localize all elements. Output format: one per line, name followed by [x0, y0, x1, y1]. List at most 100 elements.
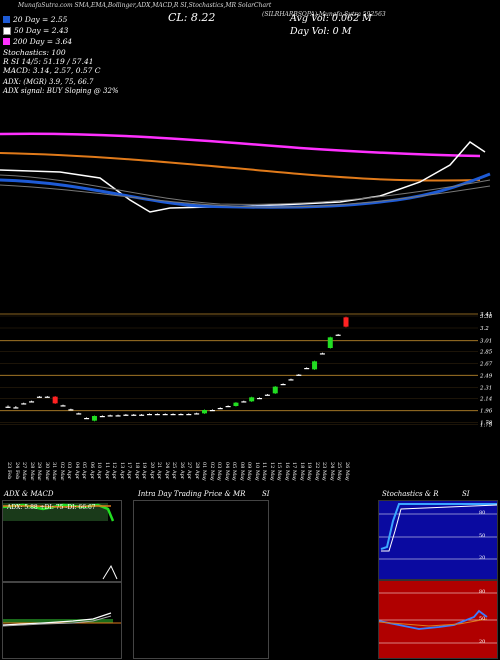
y-tick-label: 3.41 [480, 312, 492, 318]
macd-line: MACD: 3.14, 2.57, 0.57 C [3, 66, 101, 75]
x-tick-label: 17 May [291, 462, 298, 481]
macd-line [3, 612, 112, 626]
candle-body [146, 414, 152, 416]
candle-body [264, 394, 270, 396]
candle-body [123, 414, 129, 416]
x-tick-label: 28 Apr [193, 462, 200, 480]
candle-body [343, 317, 349, 327]
y-tick-label: 1.78 [480, 421, 493, 427]
x-tick-label: 26 Apr [178, 462, 185, 480]
stochastics-panel: 80 50 20 [378, 500, 498, 580]
adx-line: ADX: (MGR) 3.9, 75, 66.7 [3, 78, 94, 86]
x-tick-label: 30 Mar [43, 462, 50, 481]
candle-body [76, 413, 82, 415]
candle-body [233, 402, 239, 406]
x-tick-label: 22 May [313, 462, 320, 481]
y-tick-label: 2.85 [479, 349, 493, 355]
x-tick-label: 09 May [246, 462, 253, 481]
x-tick-label: 01 May [201, 462, 208, 481]
candle-body [21, 403, 27, 405]
macd-panel [2, 582, 122, 659]
avg-vol: Avg Vol: 0.062 M [290, 13, 372, 24]
x-tick-label: 04 May [223, 462, 230, 481]
x-tick-label: 12 May [268, 462, 275, 481]
y-tick-label: 2.31 [479, 385, 492, 391]
stoch-line: Stochastics: 100 [3, 48, 66, 57]
x-tick-label: 17 Apr [126, 462, 133, 480]
x-tick-label: 12 Apr [111, 462, 118, 480]
y-tick-label: 2.67 [479, 361, 493, 367]
site-caption: MunafaSutra.com SMA,EMA,Bollinger,ADX,MA… [18, 2, 272, 9]
rsi-panel: 80 50 20 [378, 580, 498, 659]
close-label: CL: 8.22 [168, 11, 216, 24]
header-topline: MunafaSutra.com SMA,EMA,Bollinger,ADX,MA… [0, 0, 500, 12]
x-tick-label: 13 Apr [118, 462, 125, 480]
candle-body [52, 396, 58, 404]
candle-body [257, 398, 263, 400]
candle-body [44, 396, 50, 398]
candle-body [139, 414, 145, 416]
y-tick-label: 3.2 [480, 326, 489, 332]
sma50-swatch [3, 26, 11, 35]
y-tick-label: 3.38 [480, 314, 493, 320]
candle-body [327, 337, 333, 348]
x-tick-label: 15 May [276, 462, 283, 481]
candle-body [186, 414, 192, 416]
symbol-line: (SILRHARBSOPA) Munafa Sutra 592563 [262, 11, 386, 18]
x-tick-label: 16 May [283, 462, 290, 481]
intraday-title: Intra Day Trading Price & MR [138, 490, 246, 498]
x-tick-label: 03 Apr [66, 462, 73, 480]
candle-body [170, 414, 176, 416]
candle-body [319, 353, 325, 355]
macd-plot [3, 612, 121, 627]
adx-signal: ADX signal: BUY Sloping @ 32% [3, 87, 119, 95]
candle-body [29, 401, 35, 403]
candle-body [154, 414, 160, 416]
stoch-tick-20: 20 [479, 555, 486, 561]
adx-macd-title: ADX & MACD [4, 490, 54, 498]
x-tick-label: 28 Mar [28, 462, 35, 481]
candle-body [60, 405, 66, 407]
x-tick-label: 10 Apr [96, 462, 103, 480]
stoch-plot [379, 503, 497, 560]
x-tick-label: 11 Apr [103, 462, 110, 480]
x-tick-label: 20 Apr [148, 462, 155, 480]
candle-body [335, 334, 341, 336]
x-tick-label: 23 Feb [6, 462, 12, 480]
candlestick-chart: 3.413.38 3.2 3.01 2.85 2.67 2.49 2.31 2.14 1.96 1… [0, 312, 493, 429]
x-tick-label: 24 Apr [163, 462, 170, 480]
legend-sma50: 50 Day = 2.43 [3, 26, 68, 35]
candle-body [209, 410, 215, 412]
candle-body [312, 361, 318, 370]
candle-body [84, 418, 90, 420]
stoch-k-line [380, 503, 497, 550]
rsi-plot [379, 592, 497, 644]
rsi-orange-line [379, 618, 488, 627]
candle-body [249, 397, 255, 402]
x-tick-label: 11 May [261, 462, 268, 481]
rsi-tick-80: 80 [479, 589, 486, 595]
legend-sma200: 200 Day = 3.64 [3, 37, 72, 46]
candle-body [178, 414, 184, 416]
x-tick-label: 18 Apr [133, 462, 140, 480]
x-tick-label: 18 May [298, 462, 305, 481]
x-tick-label: 19 May [306, 462, 313, 481]
legend-sma20-label: 20 Day = 2.55 [13, 15, 68, 24]
x-tick-label: 27 Apr [186, 462, 193, 480]
moving-average-panel [0, 132, 491, 213]
candle-body [280, 384, 286, 386]
x-tick-label: 24 May [328, 462, 335, 481]
legend-sma20: 20 Day = 2.55 [3, 15, 67, 24]
sma200-swatch [3, 38, 10, 45]
stoch-tick-50: 50 [479, 533, 486, 539]
x-tick-label: 21 Apr [156, 462, 163, 480]
candle-body [194, 413, 200, 415]
x-tick-label: 19 Apr [141, 462, 148, 480]
stoch-title: Stochastics & R [382, 490, 439, 498]
y-tick-label: 1.96 [480, 409, 493, 415]
intraday-panel [133, 500, 269, 659]
candle-body [225, 406, 231, 408]
x-tick-label: 02 Mar [58, 462, 65, 481]
y-tick-label: 2.49 [479, 373, 493, 379]
x-tick-label: 08 May [238, 462, 245, 481]
